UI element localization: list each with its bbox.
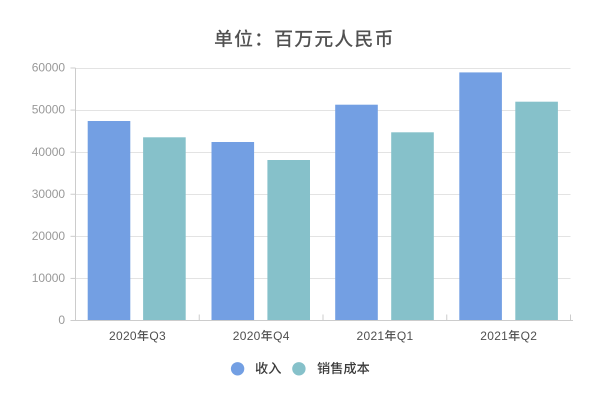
svg-text:2021: 2021 bbox=[357, 329, 385, 343]
svg-text:0: 0 bbox=[58, 313, 65, 327]
svg-text:20000: 20000 bbox=[32, 229, 66, 243]
svg-text:40000: 40000 bbox=[32, 145, 66, 159]
svg-text:Q1: Q1 bbox=[397, 329, 414, 343]
svg-text:Q2: Q2 bbox=[521, 329, 538, 343]
svg-text:2020: 2020 bbox=[233, 329, 261, 343]
svg-text:50000: 50000 bbox=[32, 103, 66, 117]
svg-text:Q3: Q3 bbox=[149, 329, 166, 343]
svg-text:2021: 2021 bbox=[480, 329, 508, 343]
svg-text:2020: 2020 bbox=[109, 329, 137, 343]
svg-text:Q4: Q4 bbox=[273, 329, 290, 343]
svg-text:30000: 30000 bbox=[32, 187, 66, 201]
svg-text:60000: 60000 bbox=[32, 61, 66, 75]
svg-text:10000: 10000 bbox=[32, 271, 66, 285]
